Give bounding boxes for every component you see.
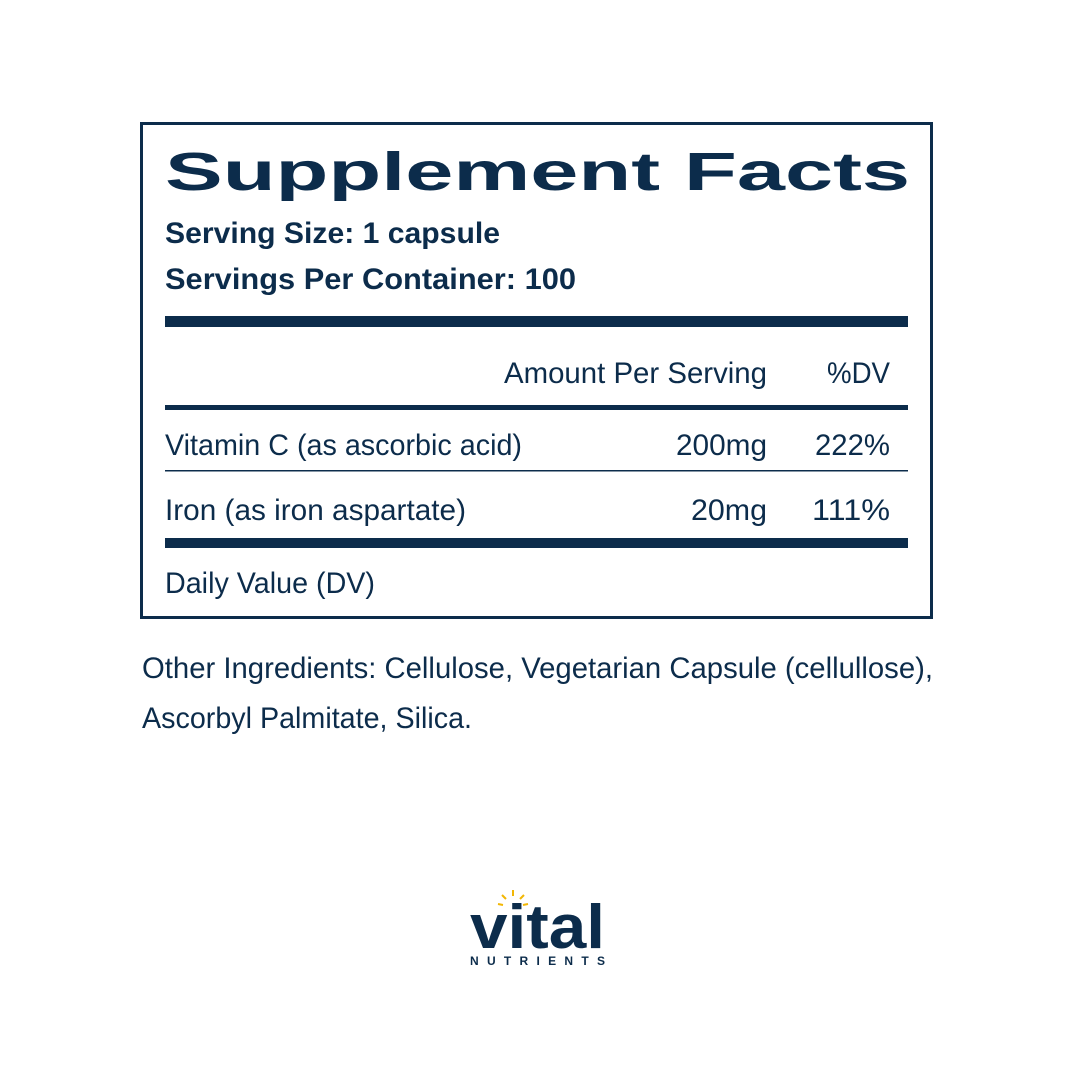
thin-rule xyxy=(165,470,908,472)
title: Supplement Facts xyxy=(165,142,910,202)
serving-size: Serving Size: 1 capsule xyxy=(165,217,500,250)
footnote: Daily Value (DV) xyxy=(165,567,375,600)
medium-rule xyxy=(165,405,908,410)
sun-icon xyxy=(497,890,529,906)
nutrient-name: Vitamin C (as ascorbic acid) xyxy=(165,429,522,462)
amount: 200mg xyxy=(676,429,767,462)
thick-rule xyxy=(165,316,908,327)
thick-rule xyxy=(165,538,908,548)
other-ingredients: Other Ingredients: Cellulose, Vegetarian… xyxy=(142,652,933,685)
brand-name: vital xyxy=(470,893,605,962)
nutrient-name: Iron (as iron aspartate) xyxy=(165,494,466,527)
amount: 20mg xyxy=(691,494,767,527)
facts-box xyxy=(140,122,933,619)
other-ingredients: Ascorbyl Palmitate, Silica. xyxy=(142,702,472,735)
servings-per-container: Servings Per Container: 100 xyxy=(165,263,576,296)
column-header: %DV xyxy=(827,357,890,390)
daily-value: 222% xyxy=(815,429,890,462)
column-header: Amount Per Serving xyxy=(504,357,767,390)
brand-tagline: NUTRIENTS xyxy=(470,954,605,968)
daily-value: 111% xyxy=(812,494,890,527)
